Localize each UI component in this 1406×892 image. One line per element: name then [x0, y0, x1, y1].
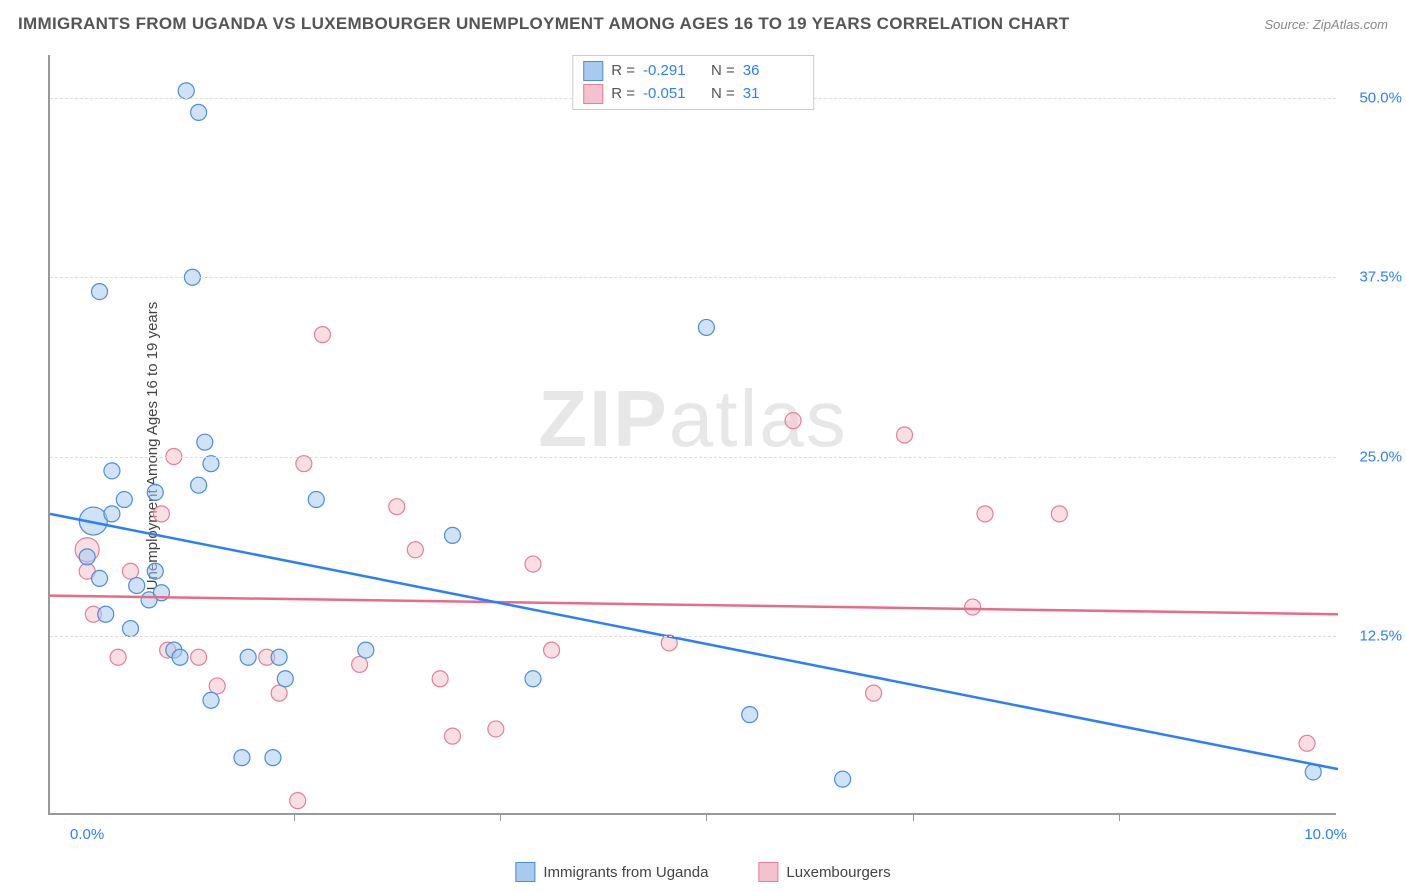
legend-swatch-1 [515, 862, 535, 882]
chart-header: IMMIGRANTS FROM UGANDA VS LUXEMBOURGER U… [18, 14, 1388, 34]
scatter-point [203, 692, 219, 708]
legend-swatch-2 [758, 862, 778, 882]
scatter-point [191, 649, 207, 665]
scatter-point [866, 685, 882, 701]
scatter-point [785, 413, 801, 429]
series2-swatch [583, 84, 603, 104]
scatter-point [271, 649, 287, 665]
scatter-point [389, 499, 405, 515]
scatter-point [296, 456, 312, 472]
r-val-1: -0.291 [643, 60, 703, 83]
series1-swatch [583, 61, 603, 81]
scatter-point [104, 463, 120, 479]
scatter-point [897, 427, 913, 443]
chart-source: Source: ZipAtlas.com [1264, 17, 1388, 32]
x-minor-tick [706, 813, 707, 821]
n-label-2: N = [711, 83, 735, 106]
scatter-point [407, 542, 423, 558]
scatter-point [525, 671, 541, 687]
r-label-1: R = [611, 60, 635, 83]
x-minor-tick [500, 813, 501, 821]
chart-svg [50, 55, 1336, 813]
regression-line [50, 514, 1338, 769]
scatter-point [178, 83, 194, 99]
x-tick-label: 10.0% [1304, 826, 1347, 843]
legend-label-2: Luxembourgers [786, 864, 890, 881]
x-minor-tick [294, 813, 295, 821]
y-tick-label: 37.5% [1359, 269, 1402, 286]
y-tick-label: 12.5% [1359, 627, 1402, 644]
legend-label-1: Immigrants from Uganda [543, 864, 708, 881]
n-val-2: 31 [743, 83, 803, 106]
n-val-1: 36 [743, 60, 803, 83]
scatter-point [277, 671, 293, 687]
chart-title: IMMIGRANTS FROM UGANDA VS LUXEMBOURGER U… [18, 14, 1069, 34]
scatter-point [308, 492, 324, 508]
scatter-point [488, 721, 504, 737]
scatter-point [358, 642, 374, 658]
scatter-point [147, 563, 163, 579]
scatter-point [544, 642, 560, 658]
scatter-point [432, 671, 448, 687]
r-label-2: R = [611, 83, 635, 106]
scatter-point [209, 678, 225, 694]
scatter-point [234, 750, 250, 766]
n-label-1: N = [711, 60, 735, 83]
scatter-point [314, 327, 330, 343]
gridline [50, 457, 1336, 458]
scatter-point [271, 685, 287, 701]
y-tick-label: 50.0% [1359, 90, 1402, 107]
scatter-point [445, 728, 461, 744]
x-tick-label: 0.0% [70, 826, 104, 843]
scatter-point [147, 484, 163, 500]
scatter-point [698, 319, 714, 335]
bottom-legend: Immigrants from Uganda Luxembourgers [515, 862, 890, 882]
scatter-point [1051, 506, 1067, 522]
r-val-2: -0.051 [643, 83, 703, 106]
scatter-point [965, 599, 981, 615]
scatter-point [116, 492, 132, 508]
stats-row-2: R = -0.051 N = 31 [583, 83, 803, 106]
scatter-point [835, 771, 851, 787]
scatter-point [153, 506, 169, 522]
scatter-point [123, 621, 139, 637]
plot-area: ZIPatlas 12.5%25.0%37.5%50.0% 0.0%10.0% … [48, 55, 1336, 815]
scatter-point [191, 477, 207, 493]
legend-item-1: Immigrants from Uganda [515, 862, 708, 882]
stats-box: R = -0.291 N = 36 R = -0.051 N = 31 [572, 55, 814, 110]
scatter-point [110, 649, 126, 665]
scatter-point [445, 527, 461, 543]
scatter-point [92, 284, 108, 300]
scatter-point [191, 104, 207, 120]
scatter-point [290, 793, 306, 809]
gridline [50, 277, 1336, 278]
scatter-point [352, 656, 368, 672]
scatter-point [197, 434, 213, 450]
scatter-point [1299, 735, 1315, 751]
x-minor-tick [913, 813, 914, 821]
stats-row-1: R = -0.291 N = 36 [583, 60, 803, 83]
y-tick-label: 25.0% [1359, 448, 1402, 465]
scatter-point [265, 750, 281, 766]
scatter-point [203, 456, 219, 472]
scatter-point [104, 506, 120, 522]
scatter-point [79, 549, 95, 565]
scatter-point [525, 556, 541, 572]
scatter-point [742, 707, 758, 723]
scatter-point [240, 649, 256, 665]
x-minor-tick [1119, 813, 1120, 821]
regression-line [50, 596, 1338, 615]
scatter-point [977, 506, 993, 522]
scatter-point [172, 649, 188, 665]
scatter-point [98, 606, 114, 622]
scatter-point [129, 578, 145, 594]
scatter-point [92, 570, 108, 586]
legend-item-2: Luxembourgers [758, 862, 890, 882]
scatter-point [123, 563, 139, 579]
gridline [50, 636, 1336, 637]
